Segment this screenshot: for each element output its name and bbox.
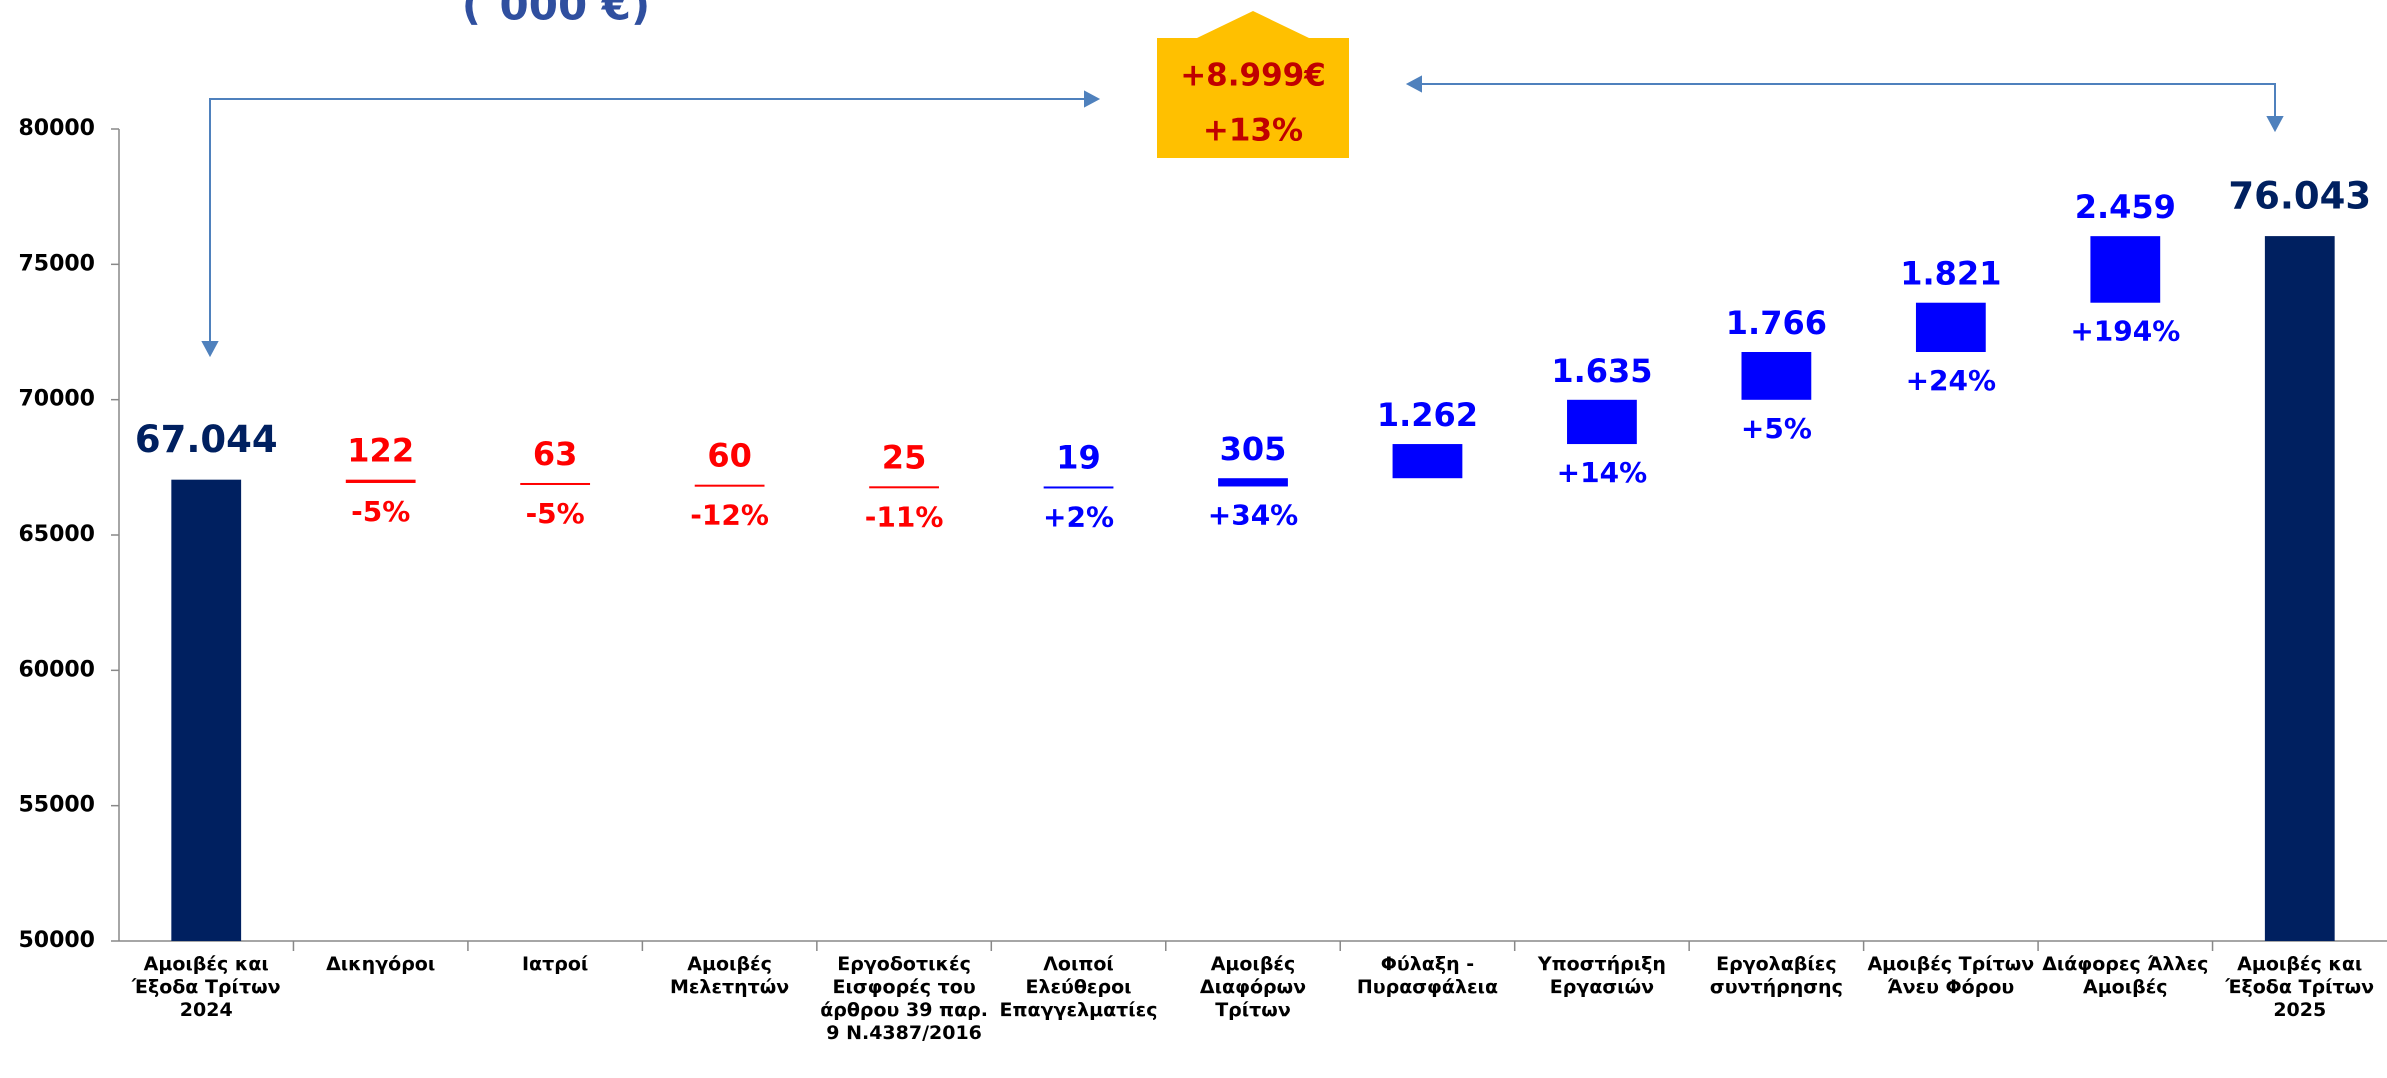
- y-tick-label: 75000: [18, 251, 95, 276]
- value-label: 60: [707, 437, 752, 475]
- x-label-box: Διάφορες Άλλες Αμοιβές: [2042, 953, 2209, 998]
- x-label-box: Ιατροί: [521, 953, 589, 975]
- x-tick-label: Αμοιβές και Έξοδα Τρίτων 2024: [131, 953, 281, 1021]
- bar: [869, 486, 939, 489]
- x-tick-label: Ιατροί: [521, 953, 589, 975]
- value-label: 1.262: [1377, 396, 1478, 434]
- arrow-head: [2266, 116, 2284, 133]
- percent-label: +34%: [1208, 498, 1298, 531]
- value-label: 63: [533, 435, 578, 473]
- value-label: 25: [882, 438, 927, 476]
- x-label-box: Εργοδοτικές Εισφορές του άρθρου 39 παρ. …: [820, 953, 988, 1044]
- percent-label: +194%: [2070, 315, 2180, 348]
- x-label-box: Αμοιβές Τρίτων Άνευ Φόρου: [1867, 953, 2035, 998]
- x-label-box: Φύλαξη - Πυρασφάλεια: [1356, 953, 1499, 998]
- total-change-callout: +8.999€ +13%: [1157, 11, 1349, 158]
- bar: [1567, 399, 1637, 445]
- percent-label: -5%: [526, 497, 585, 530]
- x-tick-label: Διάφορες Άλλες Αμοιβές: [2042, 953, 2209, 998]
- bar: [1218, 478, 1288, 487]
- bar: [2090, 236, 2161, 303]
- x-tick-label: Εργοδοτικές Εισφορές του άρθρου 39 παρ. …: [820, 953, 988, 1044]
- x-tick-label: Υποστήριξη Εργασιών: [1537, 953, 1666, 998]
- arrow-head: [1405, 75, 1422, 93]
- x-tick-label: Αμοιβές Τρίτων Άνευ Φόρου: [1867, 953, 2035, 998]
- bar: [1043, 486, 1114, 489]
- callout-arrow: [1197, 11, 1309, 38]
- percent-label: +2%: [1043, 500, 1114, 533]
- percent-label: +5%: [1741, 412, 1812, 445]
- chart-title: (΄000 €): [462, 0, 650, 30]
- right-connector: [1416, 83, 2276, 122]
- x-tick-label: Αμοιβές και Έξοδα Τρίτων 2025: [2225, 953, 2375, 1021]
- x-label-box: Αμοιβές και Έξοδα Τρίτων 2024: [131, 953, 281, 1021]
- x-label-box: Λοιποί Ελεύθεροι Επαγγελματίες: [999, 953, 1158, 1021]
- arrow-head: [201, 341, 219, 358]
- x-label-box: Αμοιβές και Έξοδα Τρίτων 2025: [2225, 953, 2375, 1021]
- bar: [520, 482, 591, 485]
- bar: [1392, 444, 1463, 479]
- callout-percent: +13%: [1203, 113, 1303, 149]
- value-label: 1.766: [1726, 304, 1827, 342]
- connector-arrows: [201, 75, 2284, 358]
- percent-label: -12%: [690, 499, 769, 532]
- value-label: 19: [1056, 438, 1101, 476]
- bar: [171, 479, 242, 941]
- x-tick-label: Αμοιβές Μελετητών: [669, 953, 790, 998]
- percent-label: +24%: [1906, 364, 1996, 397]
- left-connector: [209, 98, 1090, 350]
- x-tick-label: Δικηγόροι: [326, 953, 436, 975]
- percent-label: -5%: [351, 495, 410, 528]
- x-tick-label: Λοιποί Ελεύθεροι Επαγγελματίες: [999, 953, 1158, 1021]
- x-label-box: Υποστήριξη Εργασιών: [1537, 953, 1666, 998]
- value-label: 76.043: [2228, 175, 2371, 218]
- percent-label: -11%: [865, 500, 944, 533]
- callout-box: [1157, 38, 1349, 158]
- value-label: 2.459: [2075, 188, 2176, 226]
- y-tick-label: 80000: [18, 116, 95, 141]
- callout-amount: +8.999€: [1180, 58, 1326, 94]
- value-label: 122: [347, 432, 414, 470]
- arrow-head: [1084, 90, 1101, 108]
- x-label-box: Αμοιβές Διαφόρων Τρίτων: [1199, 953, 1307, 1021]
- y-tick-label: 65000: [18, 522, 95, 547]
- bar: [1915, 302, 1986, 353]
- y-tick-label: 50000: [18, 928, 95, 953]
- bar: [1741, 352, 1812, 400]
- value-label: 1.635: [1551, 352, 1652, 390]
- percent-label: +14%: [1557, 456, 1647, 489]
- value-label: 67.044: [135, 418, 278, 461]
- x-tick-label: Φύλαξη - Πυρασφάλεια: [1356, 953, 1499, 998]
- x-label-box: Αμοιβές Μελετητών: [669, 953, 790, 998]
- bar: [694, 484, 765, 487]
- value-label: 1.821: [1900, 255, 2001, 293]
- value-label: 305: [1220, 430, 1287, 468]
- x-label-box: Εργολαβίες συντήρησης: [1709, 953, 1843, 998]
- bar: [345, 479, 416, 483]
- x-tick-label: Εργολαβίες συντήρησης: [1709, 953, 1843, 998]
- y-tick-label: 70000: [18, 387, 95, 412]
- x-label-box: Δικηγόροι: [326, 953, 436, 975]
- y-tick-label: 60000: [18, 657, 95, 682]
- x-tick-label: Αμοιβές Διαφόρων Τρίτων: [1199, 953, 1307, 1021]
- bar: [2264, 236, 2335, 942]
- y-tick-label: 55000: [18, 793, 95, 818]
